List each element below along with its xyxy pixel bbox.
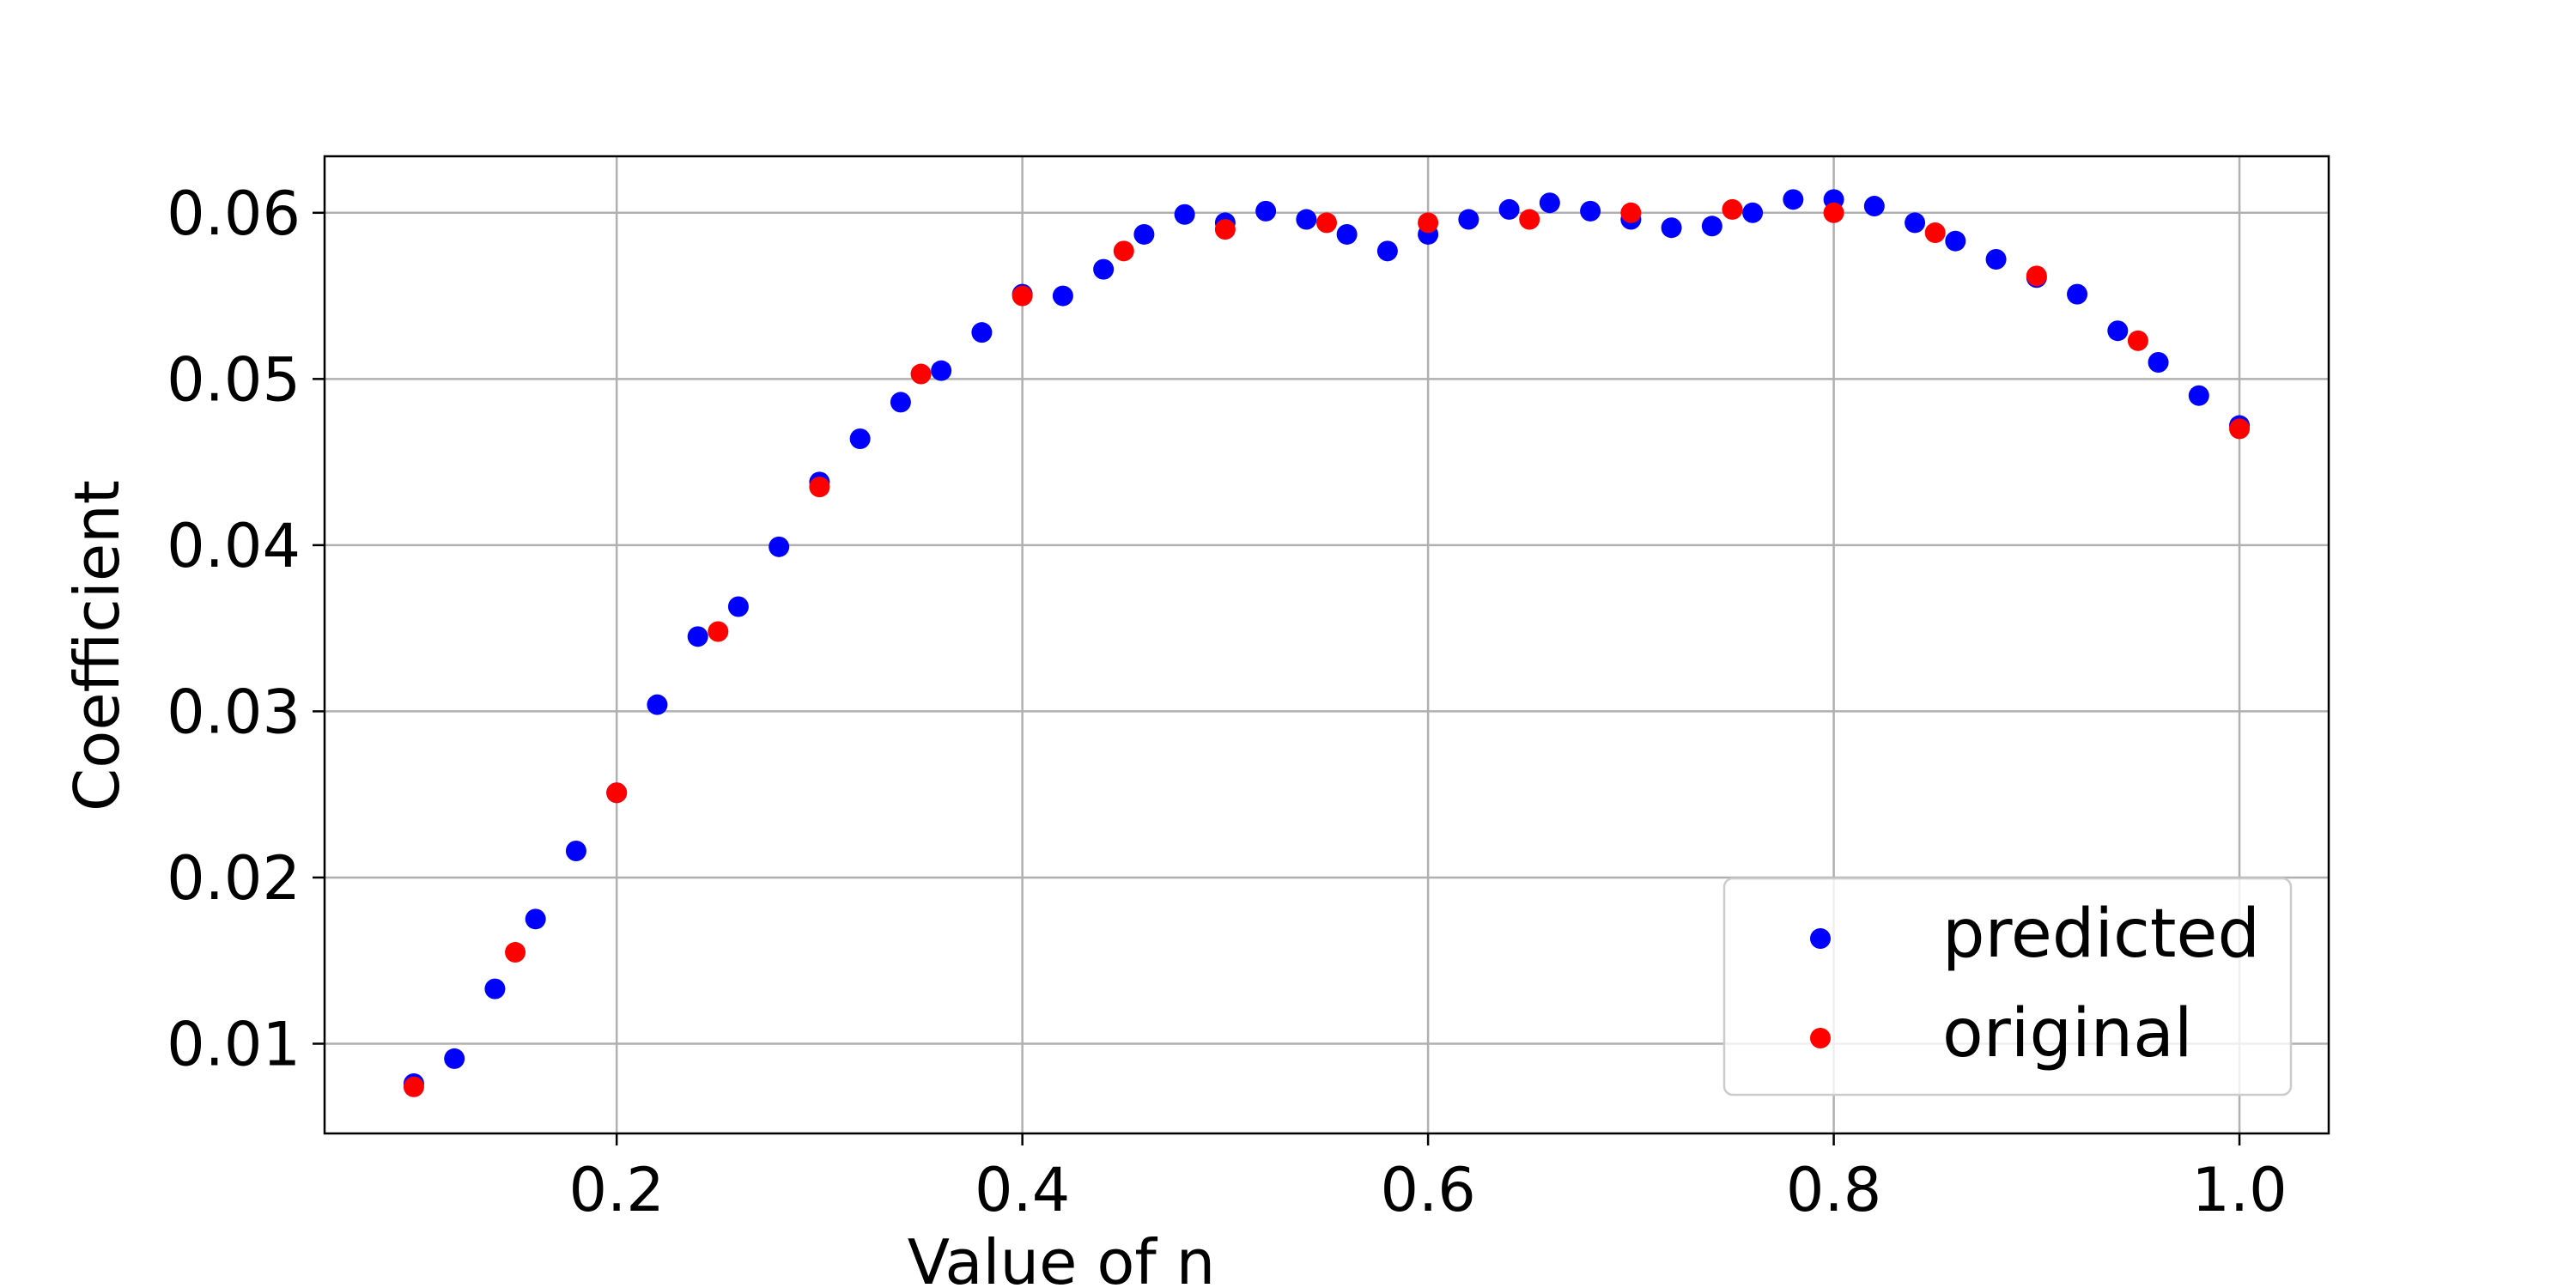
data-point-original (1620, 202, 1642, 223)
data-point-original (403, 1076, 424, 1097)
data-point-predicted (1336, 223, 1358, 245)
data-point-predicted (1539, 192, 1560, 214)
data-point-predicted (687, 626, 708, 647)
data-point-predicted (444, 1048, 465, 1069)
data-point-predicted (1133, 223, 1155, 245)
data-point-predicted (1255, 200, 1277, 222)
data-point-predicted (1458, 209, 1479, 230)
data-point-original (606, 782, 628, 804)
y-tick-label: 0.04 (167, 511, 301, 581)
legend-marker-original (1810, 1028, 1831, 1048)
data-point-predicted (1296, 209, 1317, 230)
data-point-original (1924, 222, 1946, 244)
data-point-predicted (1661, 217, 1682, 239)
data-point-predicted (1052, 285, 1073, 307)
y-tick-label: 0.02 (167, 843, 301, 914)
x-tick-label: 0.2 (569, 1155, 665, 1225)
data-point-predicted (484, 978, 506, 999)
y-tick-label: 0.03 (167, 677, 301, 747)
data-point-predicted (1174, 204, 1195, 225)
axis-ticks: 0.2 0.4 0.6 0.8 1.0 0.01 0.02 0.03 0.04 0.05 0.06 (167, 179, 2287, 1225)
x-tick-label: 0.8 (1786, 1155, 1881, 1225)
data-point-predicted (1498, 198, 1520, 220)
data-point-original (809, 477, 830, 498)
legend: predicted original (1722, 877, 2293, 1097)
data-point-original (1722, 198, 1743, 220)
legend-label-predicted: predicted (1942, 896, 2260, 973)
data-point-original (1012, 285, 1033, 307)
data-point-original (708, 621, 729, 642)
data-point-predicted (1580, 200, 1601, 222)
data-point-predicted (849, 428, 871, 450)
data-point-predicted (565, 840, 586, 861)
x-tick-label: 0.6 (1380, 1155, 1475, 1225)
data-point-original (1418, 212, 1439, 234)
x-tick-label: 0.4 (975, 1155, 1070, 1225)
data-point-predicted (1376, 240, 1398, 262)
y-tick-label: 0.05 (167, 344, 301, 415)
data-point-original (505, 942, 526, 963)
y-tick-label: 0.06 (167, 179, 301, 249)
legend-marker-predicted (1810, 928, 1831, 949)
legend-box (1722, 877, 2293, 1097)
data-point-predicted (727, 596, 749, 617)
y-tick-label: 0.01 (167, 1009, 301, 1079)
data-point-predicted (647, 694, 668, 715)
data-point-predicted (1742, 202, 1764, 223)
data-points (403, 189, 2251, 1097)
data-point-predicted (1701, 216, 1722, 237)
data-point-predicted (1863, 196, 1885, 217)
data-point-predicted (2107, 320, 2129, 342)
data-point-original (910, 363, 932, 385)
data-point-original (1316, 212, 1337, 234)
data-point-predicted (1905, 212, 1926, 234)
data-point-original (2026, 265, 2047, 287)
series-original (403, 198, 2251, 1097)
data-point-predicted (1093, 258, 1115, 280)
data-point-predicted (525, 908, 546, 930)
plot-frame (323, 155, 2330, 1135)
data-point-predicted (2148, 351, 2169, 373)
data-point-predicted (1783, 189, 1804, 210)
data-point-predicted (1945, 230, 1966, 252)
data-point-original (1113, 240, 1134, 262)
y-axis-label: Coefficient (61, 480, 133, 811)
data-point-original (1214, 219, 1236, 240)
data-point-original (2127, 330, 2148, 351)
data-point-predicted (1985, 248, 2007, 270)
data-point-predicted (2067, 283, 2088, 305)
data-point-predicted (769, 536, 790, 557)
data-point-original (1519, 209, 1540, 230)
data-point-predicted (971, 322, 993, 343)
data-point-predicted (931, 360, 952, 381)
x-axis-label: Value of n (908, 1226, 1216, 1288)
data-point-original (2229, 418, 2251, 440)
data-point-predicted (890, 392, 911, 413)
data-point-original (1823, 202, 1844, 223)
x-tick-label: 1.0 (2191, 1155, 2287, 1225)
data-point-predicted (2188, 385, 2209, 406)
legend-label-original: original (1942, 995, 2193, 1072)
